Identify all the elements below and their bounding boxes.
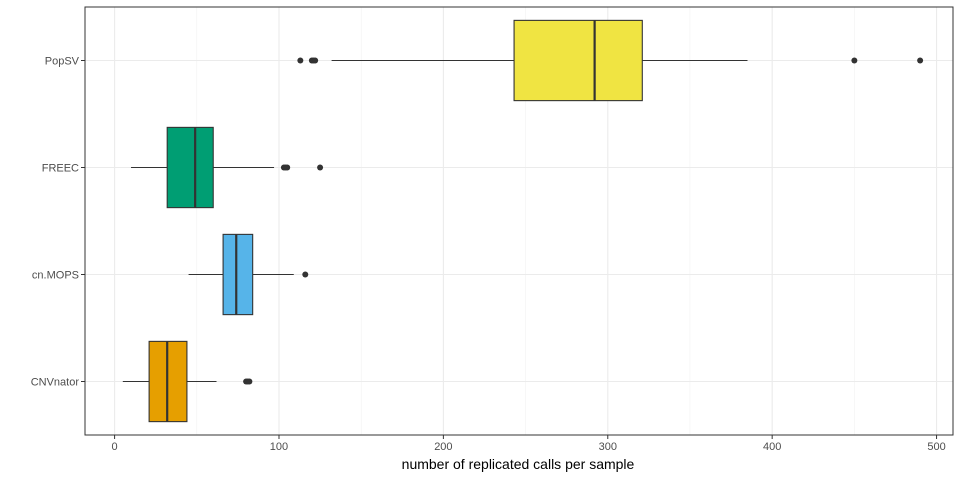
outlier-point [246,378,253,385]
x-tick-label: 0 [112,441,118,453]
interquartile-box [166,126,214,209]
box-cn-mops [188,233,309,316]
axis-layer: 0 100 200 300 400 500 PopSV FREEC cn.MOPS CNVnato… [31,56,946,454]
y-tick-label: PopSV [45,56,80,68]
x-tick-label: 500 [927,441,945,453]
y-tick-label: FREEC [42,163,79,175]
x-tick-label: 100 [270,441,288,453]
outlier-point [317,164,324,171]
interquartile-box [222,233,254,316]
outlier-point [312,57,319,64]
outlier-point [851,57,858,64]
interquartile-box [513,19,643,102]
y-tick-label: CNVnator [31,377,80,389]
y-tick-label: cn.MOPS [32,270,79,282]
outlier-point [302,271,309,278]
x-axis-title: number of replicated calls per sample [402,456,635,472]
box-cnvnator [122,340,253,423]
outlier-point [917,57,924,64]
x-tick-label: 300 [599,441,617,453]
x-tick-label: 400 [763,441,781,453]
plot-panel-border [84,6,954,436]
outlier-point [284,164,291,171]
x-tick-label: 200 [434,441,452,453]
box-popsv [297,19,924,102]
box-freec [131,126,324,209]
box-layer [122,19,924,423]
outlier-point [297,57,304,64]
